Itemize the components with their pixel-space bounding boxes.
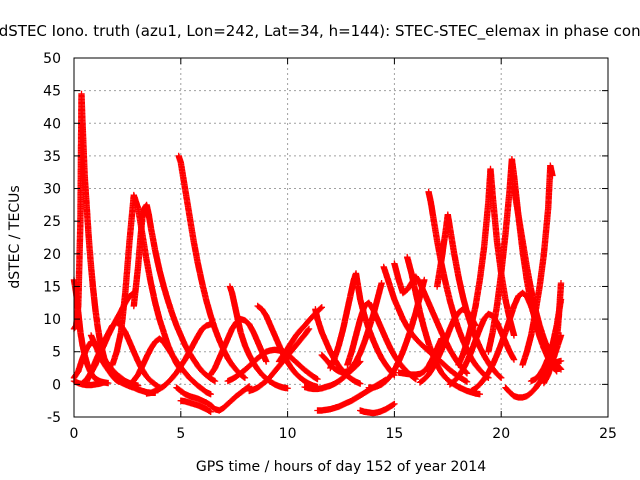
data-arc-9 (130, 201, 219, 385)
data-arc-15 (207, 315, 270, 378)
y-tick-label: 10 (43, 312, 61, 328)
data-arc-45 (540, 332, 565, 387)
x-tick-label: 25 (599, 426, 617, 442)
x-tick-label: 0 (70, 426, 79, 442)
data-point-marker (207, 315, 270, 378)
y-tick-label: 15 (43, 279, 61, 295)
y-tick-label: 40 (43, 116, 61, 132)
data-arc-27 (357, 400, 398, 417)
y-tick-label: 20 (43, 247, 61, 263)
x-tick-label: 5 (176, 426, 185, 442)
tick-labels: 0 5 10 15 20 25 -5 0 5 10 15 20 25 30 35 40 45 50 (43, 51, 617, 442)
data-point-marker (246, 325, 313, 395)
x-tick-label: 10 (279, 426, 297, 442)
data-point-marker (455, 165, 518, 368)
data-arc-12 (173, 383, 253, 414)
grid (74, 58, 608, 417)
data-marks (70, 90, 565, 417)
data-point-marker (173, 383, 253, 414)
y-tick-label: 45 (43, 84, 61, 100)
data-point-marker (130, 201, 219, 385)
y-tick-label: 0 (52, 377, 61, 393)
y-axis-label: dSTEC / TECUs (7, 185, 23, 288)
y-tick-label: 25 (43, 214, 61, 230)
data-arc-41 (519, 162, 556, 368)
data-arc-35 (433, 211, 505, 381)
data-arc-14 (177, 397, 214, 415)
data-point-marker (519, 162, 556, 368)
data-point-marker (143, 321, 214, 397)
x-axis-label: GPS time / hours of day 152 of year 2014 (196, 459, 486, 475)
data-point-marker (226, 283, 291, 392)
data-arc-37 (455, 165, 518, 368)
chart-title: dSTEC Iono. truth (azu1, Lon=242, Lat=34… (0, 22, 640, 41)
data-arc-19 (246, 325, 313, 395)
y-tick-label: 5 (52, 345, 61, 361)
data-arc-26 (344, 299, 419, 383)
axis-ticks (73, 57, 609, 418)
y-tick-label: -5 (47, 410, 61, 426)
data-arc-16 (226, 283, 291, 392)
y-tick-label: 30 (43, 182, 61, 198)
y-tick-label: 50 (43, 51, 61, 67)
data-arc-11 (143, 321, 214, 397)
data-point-marker (177, 397, 214, 415)
x-tick-label: 20 (492, 426, 510, 442)
data-point-marker (175, 152, 249, 381)
data-point-marker (357, 400, 398, 417)
data-arc-13 (175, 152, 249, 381)
data-point-marker (433, 211, 505, 381)
data-point-marker (540, 332, 565, 387)
data-point-marker (344, 299, 419, 383)
plot-frame (73, 57, 609, 418)
x-tick-label: 15 (385, 426, 403, 442)
y-tick-label: 35 (43, 149, 61, 165)
